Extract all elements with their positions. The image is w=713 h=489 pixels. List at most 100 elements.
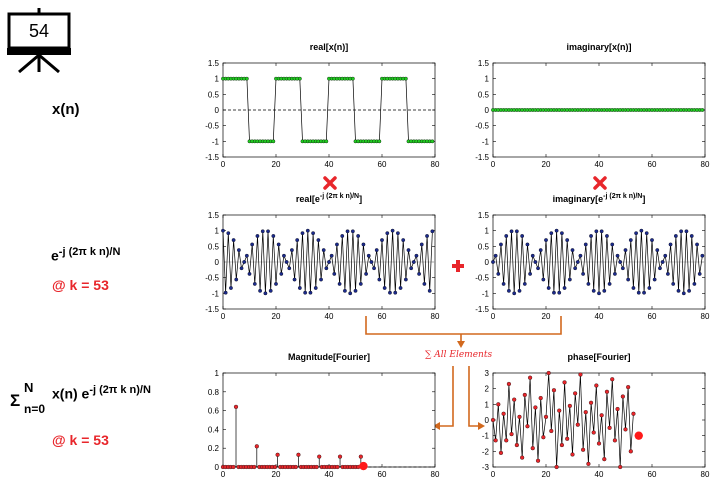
sum-label: Σ N n=0 x(n) e-j (2π k n)/N xyxy=(10,378,180,418)
y-tick-label: 0.5 xyxy=(478,90,490,99)
data-point xyxy=(588,400,594,405)
data-point xyxy=(642,290,646,295)
k-label-row2: @ k = 53 xyxy=(52,277,109,293)
y-tick-label: -0.5 xyxy=(205,122,219,131)
data-point xyxy=(501,411,506,416)
data-point xyxy=(522,282,527,286)
data-point xyxy=(684,229,689,234)
data-point xyxy=(565,238,570,242)
data-point xyxy=(372,266,376,271)
data-point xyxy=(409,266,414,271)
data-point xyxy=(517,288,522,293)
data-point xyxy=(252,282,257,286)
y-tick-label: 1.5 xyxy=(208,211,220,220)
data-point xyxy=(697,272,702,276)
data-point xyxy=(403,277,408,282)
data-point xyxy=(658,266,662,271)
data-point xyxy=(578,253,583,258)
data-point xyxy=(514,442,519,448)
data-point xyxy=(525,242,530,247)
data-point xyxy=(650,238,654,242)
data-point xyxy=(525,424,530,429)
data-point xyxy=(567,277,572,282)
plus-icon xyxy=(452,260,464,272)
data-point xyxy=(272,464,278,470)
y-tick-label: 0.5 xyxy=(478,242,490,251)
data-point xyxy=(602,457,607,462)
data-point xyxy=(573,266,578,271)
y-tick-label: 1.5 xyxy=(478,211,490,220)
data-point xyxy=(652,277,657,282)
data-point xyxy=(565,436,570,441)
x-tick-label: 0 xyxy=(221,470,226,479)
data-point xyxy=(385,231,390,236)
data-point xyxy=(626,385,631,390)
data-point xyxy=(388,290,392,295)
data-point xyxy=(422,282,427,286)
chart-imaginary-x: imaginary[x(n)] 0 20 40 60 80 -1.5 -1 -0.5 0 0.5 1 1… xyxy=(475,42,710,169)
data-point xyxy=(615,406,620,412)
data-point xyxy=(345,229,350,234)
data-point xyxy=(358,282,363,286)
data-point xyxy=(329,253,334,258)
data-point xyxy=(620,266,625,271)
data-point xyxy=(297,286,302,290)
data-point xyxy=(581,447,586,452)
data-point xyxy=(538,248,543,252)
data-point xyxy=(570,452,575,457)
x-tick-label: 40 xyxy=(325,160,334,169)
x-tick-label: 0 xyxy=(491,470,496,479)
data-point xyxy=(700,253,705,258)
data-point xyxy=(300,231,305,236)
data-point xyxy=(427,288,432,293)
y-tick-label: -0.5 xyxy=(475,122,489,131)
exp-base: e xyxy=(51,247,59,264)
data-point xyxy=(353,288,358,293)
data-point xyxy=(425,234,429,238)
data-point xyxy=(604,389,610,394)
data-point xyxy=(692,282,697,286)
multiply-icon xyxy=(593,176,607,190)
data-point xyxy=(620,394,625,399)
x-tick-label: 20 xyxy=(542,312,551,321)
data-point xyxy=(583,410,588,415)
data-point xyxy=(411,260,416,264)
sum-term-base: x(n) e xyxy=(52,385,90,402)
x-tick-label: 20 xyxy=(542,470,551,479)
data-point xyxy=(528,375,533,380)
chart-title: real[e-j (2π k n)/N] xyxy=(296,193,362,204)
data-point xyxy=(369,260,374,264)
data-point xyxy=(366,253,371,258)
data-point xyxy=(266,229,270,234)
x-tick-label: 40 xyxy=(595,312,604,321)
data-point xyxy=(554,228,559,233)
data-point xyxy=(663,253,668,258)
y-tick-label: -1 xyxy=(482,432,490,441)
data-point xyxy=(613,272,617,276)
data-point xyxy=(324,139,329,144)
data-point xyxy=(499,242,503,247)
data-point xyxy=(242,260,247,264)
data-point xyxy=(520,234,525,238)
data-point xyxy=(350,229,355,234)
x-tick-label: 0 xyxy=(491,312,496,321)
data-point xyxy=(636,290,641,295)
data-point xyxy=(514,229,519,234)
presentation-board-icon xyxy=(7,8,71,74)
xn-label: x(n) xyxy=(52,101,80,118)
plot-frame xyxy=(222,372,436,468)
data-point xyxy=(250,242,255,247)
data-point xyxy=(517,414,522,419)
data-point xyxy=(589,234,593,238)
data-point xyxy=(591,430,596,435)
data-point xyxy=(615,253,620,258)
data-point xyxy=(549,428,554,434)
data-point xyxy=(419,242,424,247)
y-tick-label: 0.4 xyxy=(208,425,220,434)
y-tick-label: 3 xyxy=(485,369,490,378)
data-point xyxy=(221,228,225,233)
chart-imaginary-exp: imaginary[e-j (2π k n)/N] 0 20 40 60 80 -1.5 -1… xyxy=(475,193,710,321)
chart-magnitude: Magnitude[Fourier] 0 20 40 60 80 0 0.2 0.4 0.6 0.8… xyxy=(208,352,440,479)
data-point xyxy=(549,231,554,236)
data-point xyxy=(626,277,631,282)
